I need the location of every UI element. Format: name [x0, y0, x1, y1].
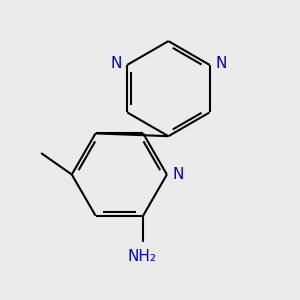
Text: NH₂: NH₂: [127, 249, 156, 264]
Text: N: N: [110, 56, 122, 71]
Text: N: N: [172, 167, 184, 182]
Text: N: N: [215, 56, 226, 71]
